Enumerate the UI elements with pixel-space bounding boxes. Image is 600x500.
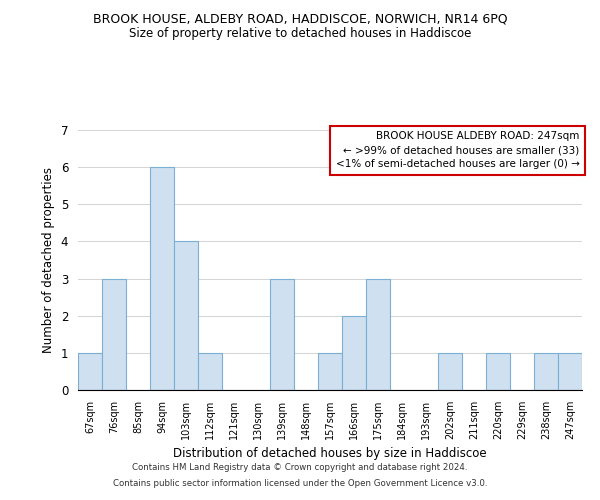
Text: Contains HM Land Registry data © Crown copyright and database right 2024.: Contains HM Land Registry data © Crown c… — [132, 464, 468, 472]
Bar — [486, 353, 510, 390]
Text: BROOK HOUSE, ALDEBY ROAD, HADDISCOE, NORWICH, NR14 6PQ: BROOK HOUSE, ALDEBY ROAD, HADDISCOE, NOR… — [92, 12, 508, 26]
X-axis label: Distribution of detached houses by size in Haddiscoe: Distribution of detached houses by size … — [173, 448, 487, 460]
Bar — [558, 353, 582, 390]
Text: Size of property relative to detached houses in Haddiscoe: Size of property relative to detached ho… — [129, 28, 471, 40]
Text: Contains public sector information licensed under the Open Government Licence v3: Contains public sector information licen… — [113, 478, 487, 488]
Bar — [78, 353, 102, 390]
Bar — [342, 316, 366, 390]
Bar — [198, 353, 222, 390]
Bar — [174, 242, 198, 390]
Bar — [270, 278, 294, 390]
Y-axis label: Number of detached properties: Number of detached properties — [42, 167, 55, 353]
Text: BROOK HOUSE ALDEBY ROAD: 247sqm
← >99% of detached houses are smaller (33)
<1% o: BROOK HOUSE ALDEBY ROAD: 247sqm ← >99% o… — [335, 132, 580, 170]
Bar — [438, 353, 462, 390]
Bar — [318, 353, 342, 390]
Bar — [366, 278, 390, 390]
Bar — [534, 353, 558, 390]
Bar — [102, 278, 126, 390]
Bar — [150, 167, 174, 390]
